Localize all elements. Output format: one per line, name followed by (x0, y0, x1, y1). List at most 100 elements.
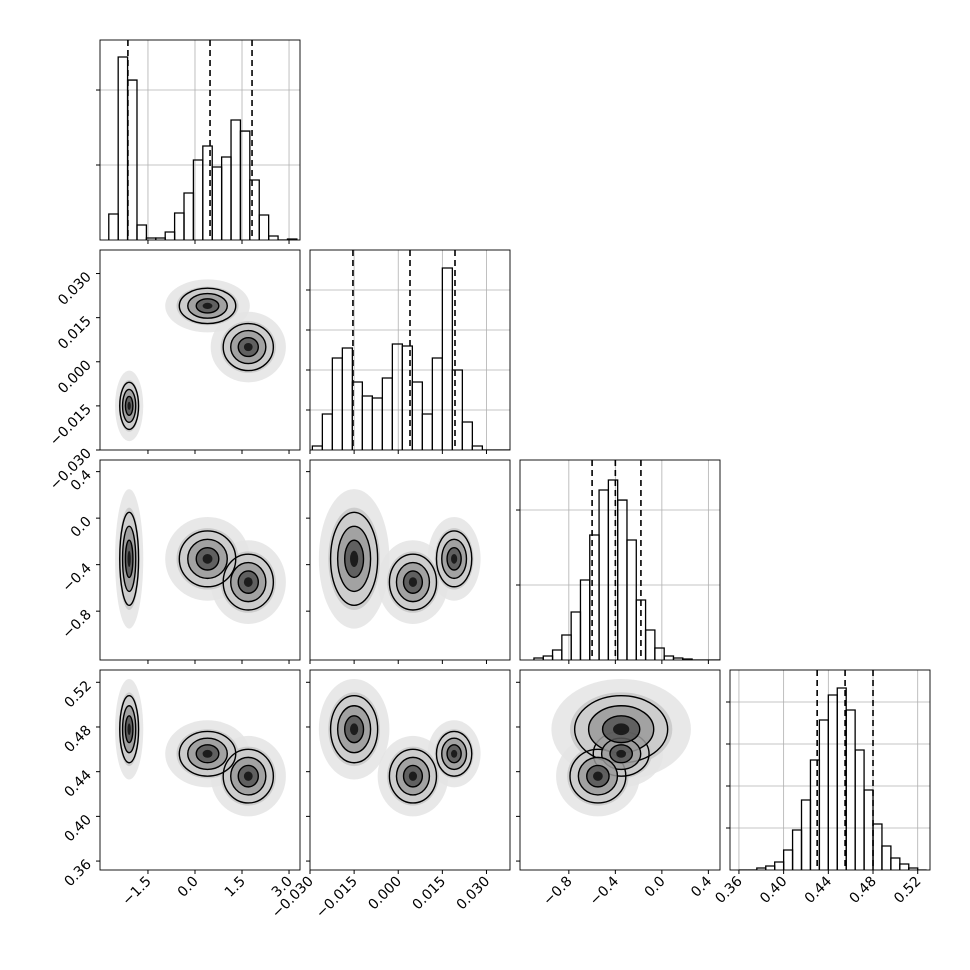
x-tick-label: 0.44 (802, 873, 835, 906)
density-contour (350, 723, 359, 736)
x-tick-label: 0.030 (454, 874, 494, 914)
density-contour (613, 723, 630, 736)
y-tick-label: 0.36 (61, 857, 94, 890)
y-tick-label: 0.44 (61, 767, 94, 800)
panel-frame (99, 249, 301, 451)
panel (115, 279, 286, 442)
histogram-step (211, 166, 223, 240)
density-contour (451, 553, 458, 564)
y-tick-label: 0.48 (61, 722, 94, 755)
panel-frame (519, 669, 721, 871)
histogram-step (663, 655, 675, 660)
panel-frame (309, 669, 511, 871)
panel-frame (309, 459, 511, 661)
histogram-step (361, 395, 374, 450)
histogram-step (311, 445, 324, 450)
histogram-step (411, 381, 424, 450)
panel (115, 678, 286, 817)
density-contour (329, 511, 379, 607)
density-contour (127, 723, 131, 736)
histogram-step (136, 224, 148, 240)
histogram-step (800, 799, 812, 870)
panel (730, 670, 930, 870)
histogram-step (173, 212, 185, 240)
panel (310, 250, 510, 450)
histogram-step (268, 235, 279, 240)
density-contour (616, 749, 627, 758)
histogram-step (220, 156, 232, 240)
histogram-step (872, 823, 883, 870)
histogram-step (461, 421, 474, 450)
histogram-step (542, 655, 554, 660)
histogram-step (607, 479, 619, 660)
density-contour (593, 771, 603, 781)
histogram-step (230, 119, 242, 240)
histogram-step (644, 629, 656, 660)
density-contour (202, 302, 213, 309)
histogram-step (451, 369, 464, 450)
histogram-step (654, 647, 665, 660)
density-contour (119, 694, 140, 764)
x-tick-label: −0.4 (587, 873, 622, 908)
histogram-step (108, 213, 119, 240)
histogram-step (827, 694, 838, 870)
histogram-step (561, 634, 572, 660)
density-contour (119, 511, 140, 607)
panel-frame (729, 669, 931, 871)
density-contour (243, 771, 253, 781)
density-contour (222, 553, 275, 611)
panel (318, 489, 481, 629)
x-tick-label: −1.5 (119, 874, 154, 909)
x-tick-label: 0.48 (846, 874, 879, 907)
x-tick-label: 0.4 (688, 873, 715, 900)
panel-frame (99, 459, 301, 661)
histogram-step (551, 649, 563, 660)
histogram-step (570, 611, 582, 660)
histogram-step (249, 179, 260, 240)
histogram-step (890, 857, 901, 870)
panel (551, 678, 691, 817)
x-tick-label: 1.5 (222, 874, 249, 901)
histogram-step (391, 343, 404, 450)
histogram-step (126, 79, 138, 240)
panel (520, 460, 720, 660)
y-tick-label: 0.015 (55, 313, 95, 353)
histogram-step (579, 579, 591, 660)
x-tick-label: 0.015 (410, 874, 450, 914)
panel (115, 489, 286, 629)
histogram-step (899, 863, 910, 870)
histogram-step (908, 867, 919, 870)
panel (100, 40, 300, 240)
y-tick-label: −0.4 (59, 560, 94, 595)
histogram-step (791, 829, 803, 870)
histogram-step (341, 347, 354, 450)
histogram-step (258, 214, 270, 240)
density-contour (178, 730, 237, 777)
histogram-step (845, 709, 856, 870)
histogram-step (589, 534, 600, 660)
density-contour (408, 577, 418, 587)
x-tick-label: −0.015 (313, 874, 361, 922)
histogram-step (881, 845, 892, 870)
density-contour (119, 381, 140, 431)
y-tick-label: −0.015 (47, 401, 95, 449)
x-tick-label: 0.0 (175, 874, 202, 901)
histogram-step (818, 719, 829, 870)
panel (318, 678, 481, 817)
histogram-step (765, 865, 776, 870)
density-contour (243, 342, 253, 352)
y-tick-label: 0.52 (61, 678, 94, 711)
density-contour (435, 530, 473, 588)
x-tick-label: 0.40 (757, 874, 790, 907)
x-tick-label: 0.000 (365, 874, 405, 914)
histogram-step (617, 499, 628, 660)
histogram-step (809, 759, 821, 870)
histogram-step (371, 397, 384, 450)
density-contour (222, 322, 275, 372)
histogram-step (183, 192, 195, 240)
y-tick-label: 0.000 (55, 357, 95, 397)
histogram-step (286, 238, 298, 240)
y-tick-label: 0.030 (55, 269, 95, 309)
histogram-step (471, 445, 484, 450)
histogram-step (782, 849, 794, 870)
